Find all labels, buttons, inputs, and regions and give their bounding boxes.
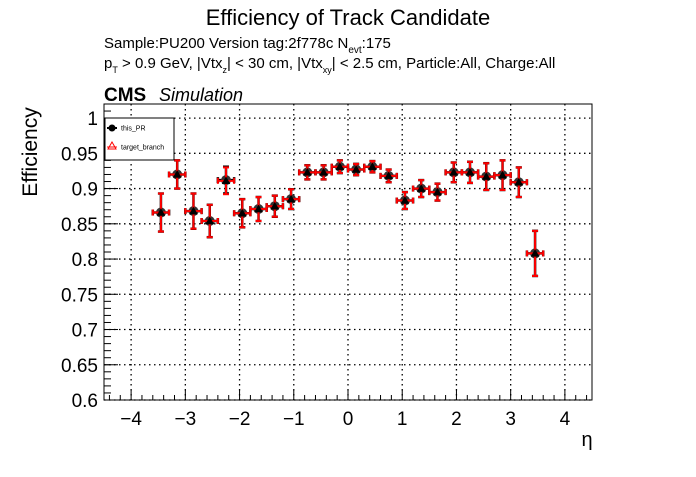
legend-marker-target-branch xyxy=(107,140,117,150)
y-tick-label: 0.7 xyxy=(72,321,98,342)
x-tick-label: 1 xyxy=(397,409,408,430)
simulation-label: Simulation xyxy=(159,85,243,105)
y-tick-label: 0.9 xyxy=(72,180,98,201)
subtitle-line1-end: :175 xyxy=(362,35,391,52)
y-axis-label: Efficiency xyxy=(19,107,42,197)
y-tick-label: 1 xyxy=(87,109,98,130)
subtitle-line1: Sample:PU200 Version tag:2f778c Nevt:175 xyxy=(104,35,391,56)
sub2-b-sub: xy xyxy=(323,65,333,75)
data-point xyxy=(433,187,442,196)
x-tick-label: −1 xyxy=(283,409,305,430)
x-tick-label: 3 xyxy=(505,409,516,430)
data-point xyxy=(172,169,182,178)
x-tick-label: −2 xyxy=(229,409,251,430)
legend-label-target-branch: target_branch xyxy=(121,145,164,152)
chart-title: Efficiency of Track Candidate xyxy=(206,5,491,30)
data-point xyxy=(319,167,329,176)
data-point xyxy=(189,206,198,215)
data-point xyxy=(498,170,507,179)
legend-box xyxy=(104,117,175,161)
y-tick-label: 0.95 xyxy=(61,144,98,165)
x-tick-label: −3 xyxy=(174,409,196,430)
data-point xyxy=(237,208,247,217)
axis-ticks: −4 −3 −2 −1 0 1 2 3 4 0.6 0.65 0.7 0.75 0.8 0.85 0.9 0.9… xyxy=(61,109,588,430)
subtitle-line1-text: Sample:PU200 Version tag:2f778c N xyxy=(104,35,348,52)
y-tick-label: 0.6 xyxy=(72,391,98,412)
data-point xyxy=(384,171,394,180)
data-point xyxy=(465,167,475,176)
y-tick-label: 0.85 xyxy=(61,215,98,236)
data-point xyxy=(270,201,280,210)
sub2-b: | < 30 cm, |Vtx xyxy=(227,55,323,72)
data-point xyxy=(286,194,296,203)
subtitle-line2: pT > 0.9 GeV, |Vtxz| < 30 cm, |Vtxxy| < … xyxy=(104,55,555,75)
data-point xyxy=(530,248,540,257)
data-point xyxy=(449,167,459,176)
sub2-c: | < 2.5 cm, Particle:All, Charge:All xyxy=(332,55,556,72)
series-target_branch xyxy=(151,159,545,277)
data-point xyxy=(416,184,426,192)
x-axis-label: η xyxy=(581,429,592,451)
legend-label-this-pr: this_PR xyxy=(121,126,146,133)
data-point xyxy=(351,165,361,173)
data-point xyxy=(302,167,312,176)
y-tick-label: 0.75 xyxy=(61,285,98,306)
data-point xyxy=(367,162,377,170)
data-point xyxy=(400,196,410,204)
data-point xyxy=(221,176,231,185)
data-point xyxy=(205,216,215,225)
data-points xyxy=(151,159,545,278)
y-tick-label: 0.65 xyxy=(61,356,98,377)
data-point xyxy=(335,162,345,170)
data-point xyxy=(514,177,524,186)
sub2-p: p xyxy=(104,55,112,72)
x-tick-label: 4 xyxy=(560,409,571,430)
sub2-a-sub: z xyxy=(223,65,228,75)
x-tick-label: −4 xyxy=(120,409,142,430)
sub2-a: > 0.9 GeV, |Vtx xyxy=(118,55,223,72)
legend: this_PR target_branch xyxy=(104,117,175,161)
sub2-p-sub: T xyxy=(112,65,118,75)
data-point xyxy=(156,208,166,216)
y-tick-label: 0.8 xyxy=(72,250,98,271)
x-tick-label: 2 xyxy=(451,409,462,430)
x-tick-label: 0 xyxy=(343,409,354,430)
data-point xyxy=(254,204,263,213)
grid xyxy=(104,104,592,401)
subtitle-line1-sub: evt xyxy=(348,45,362,56)
plot-frame xyxy=(103,103,593,401)
cms-label: CMS xyxy=(104,85,146,106)
data-point xyxy=(481,172,491,180)
